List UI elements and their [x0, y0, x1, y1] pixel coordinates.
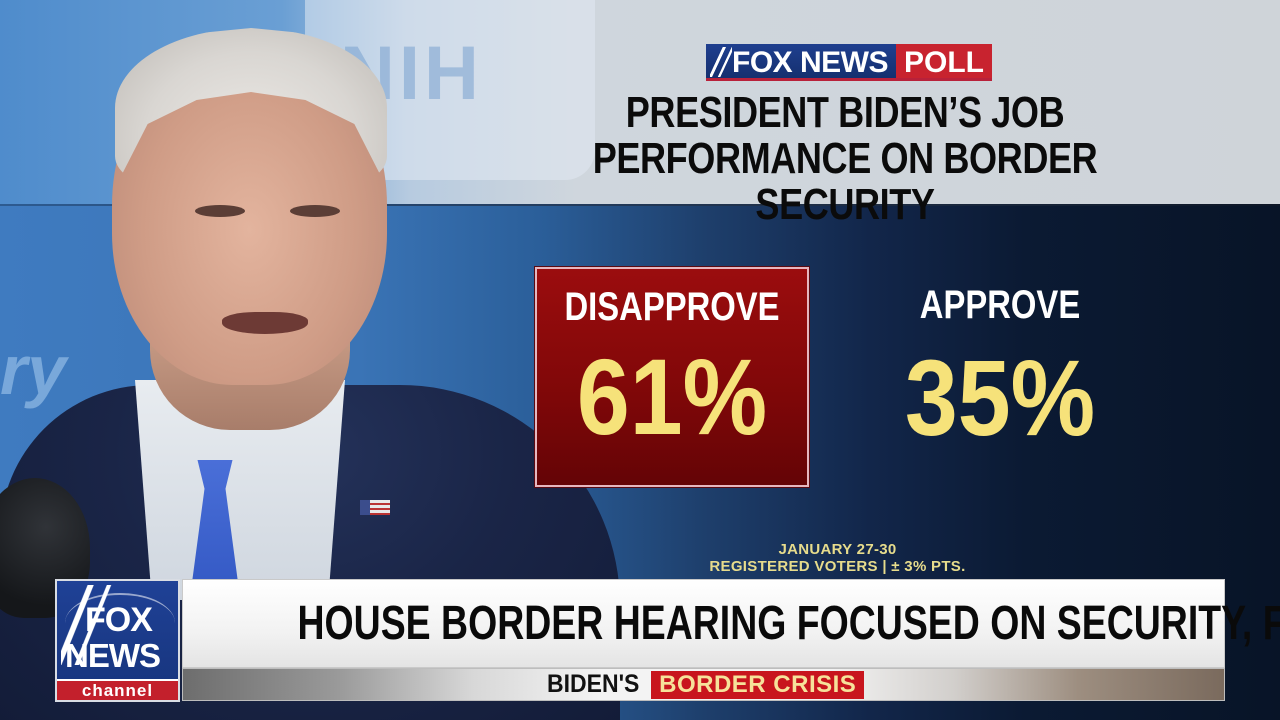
topic-bar: BIDEN'S BORDER CRISIS	[182, 668, 1225, 701]
fox-news-poll-logo: FOX NEWS POLL	[706, 44, 993, 81]
logo-channel-text: channel	[57, 679, 178, 700]
topic-inner: BIDEN'S BORDER CRISIS	[183, 669, 1224, 700]
logo-news-text: NEWS	[65, 637, 161, 674]
speaker-eye-left	[195, 205, 245, 217]
poll-title: PRESIDENT BIDEN’S JOB PERFORMANCE ON BOR…	[529, 90, 1160, 228]
speaker-eye-right	[290, 205, 340, 217]
poll-title-line2: PERFORMANCE ON BORDER SECURITY	[592, 134, 1098, 229]
disapprove-panel: DISAPPROVE 61%	[535, 267, 809, 487]
poll-sample-margin: REGISTERED VOTERS | ± 3% PTS.	[709, 558, 966, 575]
fox-news-channel-logo: FOX NEWS channel	[55, 579, 180, 702]
brand-poll: POLL	[896, 44, 993, 79]
searchlight-icon	[710, 47, 732, 77]
logo-arc	[65, 593, 175, 653]
speaker-mouth	[222, 312, 308, 334]
logo-fox-text: FOX	[85, 601, 153, 639]
background-divider	[0, 204, 1280, 206]
poll-title-line1: PRESIDENT BIDEN’S JOB	[625, 88, 1065, 137]
headline-bar: HOUSE BORDER HEARING FOCUSED ON SECURITY…	[182, 579, 1280, 668]
background-partial-text: ry	[0, 331, 67, 409]
disapprove-label: DISAPPROVE	[564, 285, 780, 329]
poll-dates: JANUARY 27-30	[778, 541, 897, 558]
topic-badge: BORDER CRISIS	[651, 670, 865, 699]
searchlight-icon	[61, 585, 116, 665]
poll-methodology: JANUARY 27-30 REGISTERED VOTERS | ± 3% P…	[660, 541, 1015, 575]
topic-prefix: BIDEN'S	[546, 670, 640, 698]
flag-pin-icon	[360, 500, 390, 515]
approve-label: APPROVE	[919, 283, 1081, 327]
disapprove-value: 61%	[576, 336, 768, 457]
approve-value: 35%	[904, 337, 1096, 458]
brand-fox-news: FOX NEWS	[706, 44, 897, 79]
brand-fox-text: FOX NEWS	[732, 46, 889, 79]
headline-text: HOUSE BORDER HEARING FOCUSED ON SECURITY…	[297, 597, 1280, 650]
